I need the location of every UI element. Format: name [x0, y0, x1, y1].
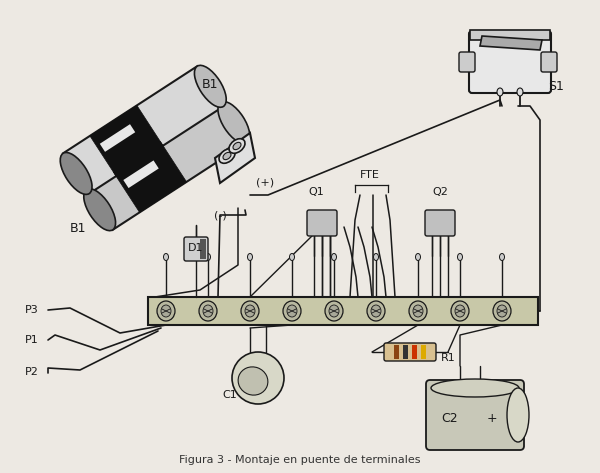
- Ellipse shape: [157, 301, 175, 321]
- Text: P1: P1: [25, 335, 39, 345]
- Ellipse shape: [409, 301, 427, 321]
- Ellipse shape: [60, 152, 92, 194]
- Text: Figura 3 - Montaje en puente de terminales: Figura 3 - Montaje en puente de terminal…: [179, 455, 421, 465]
- Polygon shape: [480, 36, 542, 50]
- Ellipse shape: [163, 254, 169, 261]
- FancyBboxPatch shape: [148, 297, 538, 325]
- Ellipse shape: [499, 254, 505, 261]
- Ellipse shape: [497, 305, 507, 317]
- Ellipse shape: [329, 305, 339, 317]
- FancyBboxPatch shape: [307, 210, 337, 236]
- FancyBboxPatch shape: [459, 52, 475, 72]
- Ellipse shape: [229, 139, 245, 153]
- Ellipse shape: [218, 102, 250, 143]
- Ellipse shape: [325, 301, 343, 321]
- Ellipse shape: [413, 305, 423, 317]
- Bar: [200, 239, 206, 259]
- Text: B1: B1: [70, 221, 86, 235]
- FancyBboxPatch shape: [425, 210, 455, 236]
- Ellipse shape: [415, 254, 421, 261]
- Text: +: +: [487, 412, 497, 424]
- Ellipse shape: [245, 305, 255, 317]
- Ellipse shape: [248, 254, 253, 261]
- Ellipse shape: [290, 254, 295, 261]
- Ellipse shape: [458, 254, 463, 261]
- Text: R1: R1: [440, 353, 455, 363]
- Text: C2: C2: [442, 412, 458, 424]
- Bar: [421, 345, 426, 359]
- Ellipse shape: [451, 301, 469, 321]
- Polygon shape: [90, 105, 163, 176]
- Polygon shape: [215, 133, 255, 183]
- Polygon shape: [124, 160, 159, 188]
- Ellipse shape: [371, 305, 381, 317]
- Ellipse shape: [283, 301, 301, 321]
- FancyBboxPatch shape: [184, 237, 208, 261]
- Text: C1: C1: [223, 390, 238, 400]
- Ellipse shape: [431, 379, 519, 397]
- Ellipse shape: [493, 301, 511, 321]
- Text: FTE: FTE: [360, 170, 380, 180]
- Ellipse shape: [199, 301, 217, 321]
- Ellipse shape: [223, 152, 231, 160]
- Ellipse shape: [161, 305, 171, 317]
- Text: Q2: Q2: [432, 187, 448, 197]
- Polygon shape: [100, 124, 135, 152]
- Ellipse shape: [238, 367, 268, 395]
- Text: P2: P2: [25, 367, 39, 377]
- Ellipse shape: [232, 352, 284, 404]
- Bar: [403, 345, 408, 359]
- Text: Q1: Q1: [308, 187, 324, 197]
- Text: B1: B1: [202, 79, 218, 91]
- Ellipse shape: [194, 65, 226, 107]
- Ellipse shape: [205, 254, 211, 261]
- Ellipse shape: [373, 254, 379, 261]
- Ellipse shape: [203, 305, 213, 317]
- Ellipse shape: [233, 142, 241, 149]
- FancyBboxPatch shape: [541, 52, 557, 72]
- FancyBboxPatch shape: [384, 343, 436, 361]
- Text: (+): (+): [256, 177, 274, 187]
- Ellipse shape: [84, 189, 116, 231]
- Ellipse shape: [455, 305, 465, 317]
- Bar: [412, 345, 417, 359]
- FancyBboxPatch shape: [469, 31, 551, 93]
- Ellipse shape: [331, 254, 337, 261]
- Polygon shape: [63, 66, 223, 193]
- Ellipse shape: [219, 149, 235, 163]
- Ellipse shape: [367, 301, 385, 321]
- Ellipse shape: [517, 88, 523, 96]
- FancyBboxPatch shape: [426, 380, 524, 450]
- Bar: [394, 345, 399, 359]
- Ellipse shape: [287, 305, 297, 317]
- Ellipse shape: [507, 388, 529, 442]
- Text: (-): (-): [214, 210, 226, 220]
- Polygon shape: [86, 103, 247, 230]
- Bar: [470, 30, 550, 40]
- Ellipse shape: [241, 301, 259, 321]
- Polygon shape: [113, 141, 187, 212]
- Text: P3: P3: [25, 305, 39, 315]
- Text: S1: S1: [548, 80, 564, 94]
- Text: D1: D1: [188, 243, 204, 253]
- Ellipse shape: [497, 88, 503, 96]
